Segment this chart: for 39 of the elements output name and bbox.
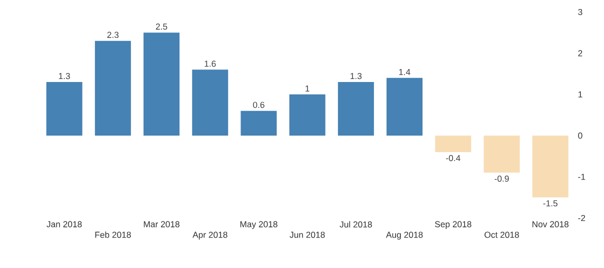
y-tick-label: -1 <box>578 174 586 180</box>
x-tick-label: Nov 2018 <box>532 221 568 228</box>
bar <box>338 82 374 136</box>
x-tick-label: Aug 2018 <box>386 232 423 240</box>
data-label: 1.6 <box>204 60 216 67</box>
bar <box>144 32 180 136</box>
x-tick-label: May 2018 <box>240 221 278 229</box>
x-tick-label: Jun 2018 <box>290 232 325 238</box>
bar <box>46 82 82 136</box>
data-label: -0.4 <box>446 155 460 162</box>
data-label: -1.5 <box>543 200 558 206</box>
data-label: 1 <box>306 86 310 92</box>
bar <box>484 136 520 173</box>
bar <box>192 70 228 136</box>
y-tick-label: -2 <box>578 214 586 222</box>
x-tick-label: Mar 2018 <box>144 221 180 228</box>
data-label: -0.9 <box>494 176 509 182</box>
y-tick-label: 2 <box>578 50 582 56</box>
data-label: 0.6 <box>253 102 264 108</box>
bar <box>386 78 423 136</box>
bar <box>94 40 131 136</box>
y-tick-label: 0 <box>578 132 582 139</box>
x-tick-label: Sep 2018 <box>434 221 472 229</box>
bar <box>240 110 277 136</box>
bar <box>532 136 568 198</box>
bar <box>289 94 326 136</box>
data-label: 1.3 <box>58 72 70 80</box>
x-tick-label: Oct 2018 <box>484 232 519 238</box>
data-label: 1.4 <box>399 69 410 75</box>
data-label: 2.3 <box>107 32 119 38</box>
x-tick-label: Apr 2018 <box>192 232 228 240</box>
x-tick-label: Feb 2018 <box>95 232 131 238</box>
y-tick-label: 1 <box>578 91 582 98</box>
x-tick-label: Jan 2018 <box>46 221 82 228</box>
y-tick-label: 3 <box>578 8 582 16</box>
data-label: 2.5 <box>156 24 168 30</box>
bar <box>435 136 472 152</box>
data-label: 1.3 <box>350 72 362 80</box>
x-tick-label: Jul 2018 <box>340 221 372 228</box>
